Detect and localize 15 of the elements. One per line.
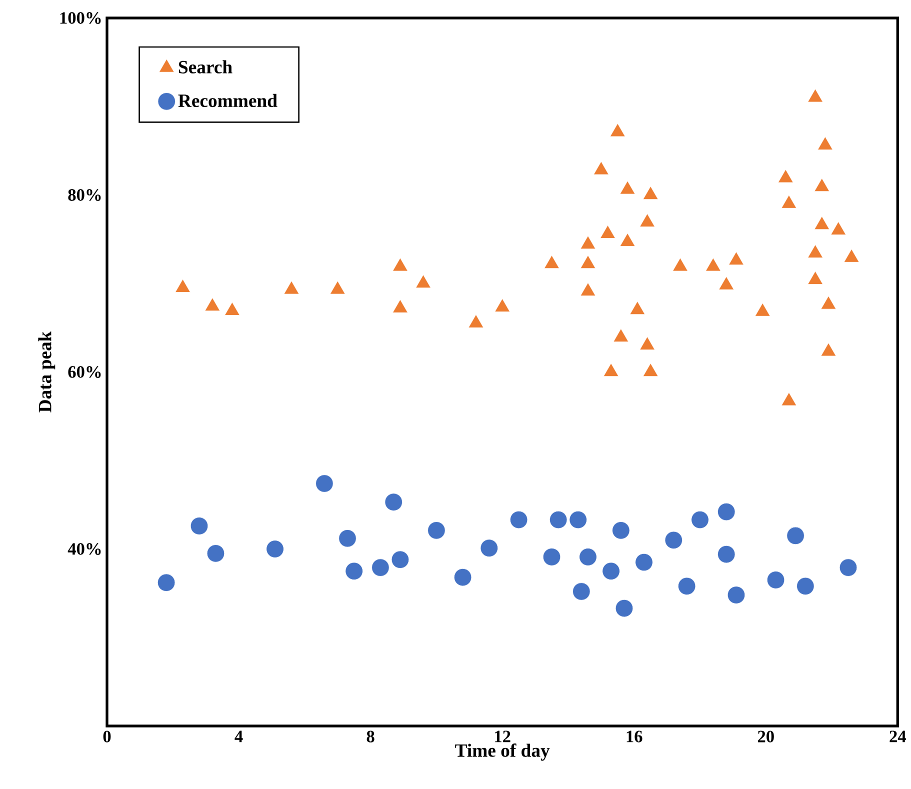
x-tick-label: 0 [103, 730, 111, 742]
y-tick-label: 40% [68, 543, 101, 555]
y-tick-label: 100% [60, 12, 101, 24]
x-tick-label: 4 [234, 730, 243, 742]
y-tick-label: 80% [68, 189, 101, 201]
y-tick-label: 60% [68, 366, 101, 378]
legend-label: Recommend [178, 94, 278, 108]
y-axis-title: Data peak [38, 331, 56, 412]
x-tick-label: 24 [890, 730, 906, 742]
x-tick-label: 12 [495, 730, 510, 742]
x-tick-label: 16 [626, 730, 642, 742]
x-tick-label: 8 [366, 730, 374, 742]
legend-label: Search [178, 60, 232, 74]
x-axis-title: Time of day [455, 744, 550, 761]
x-tick-label: 20 [758, 730, 774, 742]
